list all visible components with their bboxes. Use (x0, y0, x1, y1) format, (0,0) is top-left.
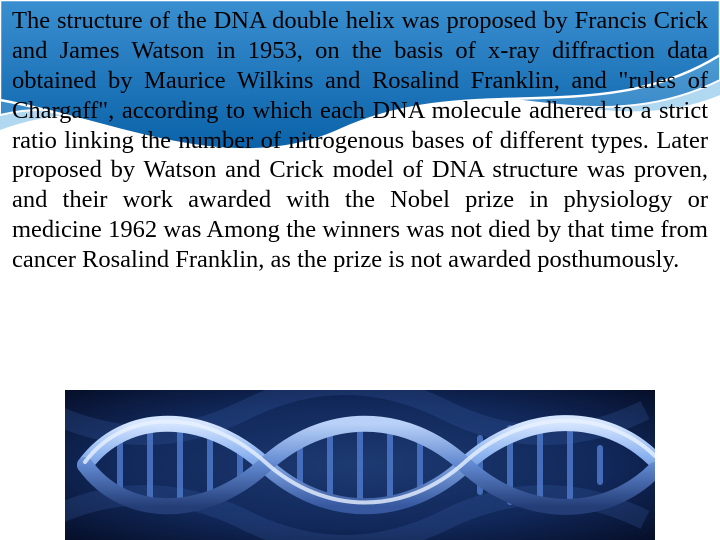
main-paragraph: The structure of the DNA double helix wa… (0, 0, 720, 275)
dna-helix-image (65, 390, 655, 540)
